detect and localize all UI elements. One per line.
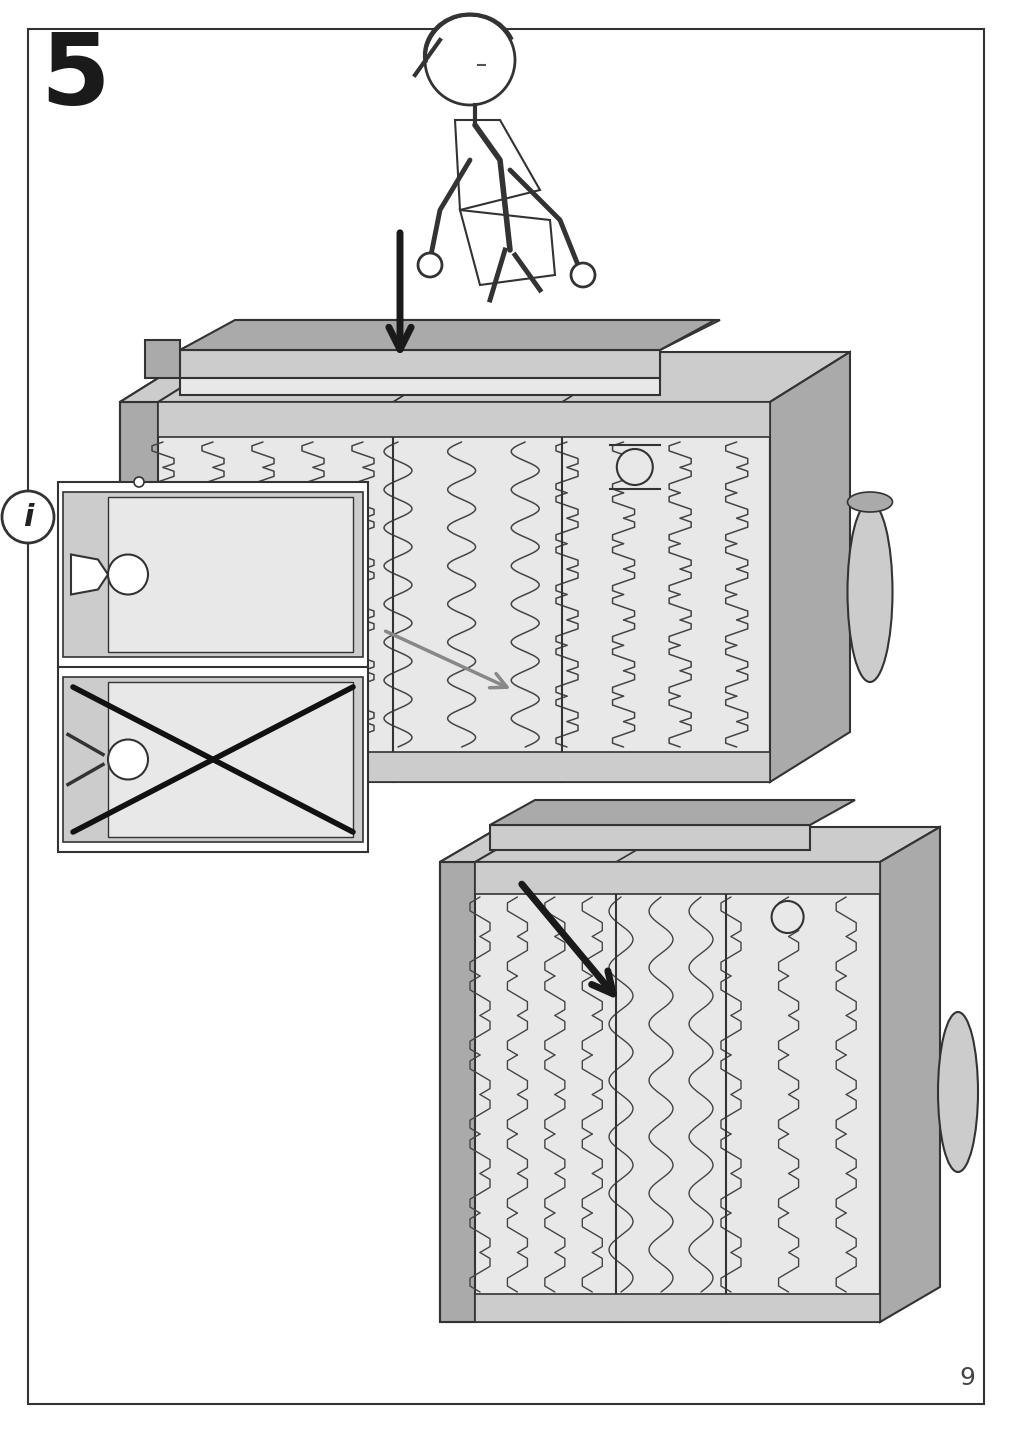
Polygon shape: [440, 862, 880, 1322]
Text: 5: 5: [40, 29, 110, 126]
Polygon shape: [158, 752, 769, 782]
Circle shape: [418, 253, 442, 276]
Circle shape: [770, 901, 803, 934]
Polygon shape: [440, 862, 474, 1322]
Polygon shape: [158, 402, 769, 437]
Polygon shape: [455, 120, 540, 211]
Polygon shape: [120, 352, 238, 402]
Circle shape: [616, 450, 652, 485]
Polygon shape: [880, 828, 939, 1322]
Polygon shape: [180, 349, 659, 395]
Text: 9: 9: [958, 1366, 974, 1390]
Circle shape: [108, 554, 148, 594]
Polygon shape: [71, 554, 108, 594]
Circle shape: [133, 697, 144, 707]
Bar: [63, 493, 363, 657]
Polygon shape: [145, 339, 180, 378]
Polygon shape: [769, 352, 849, 782]
Polygon shape: [120, 402, 769, 782]
Polygon shape: [120, 352, 849, 402]
Polygon shape: [180, 319, 715, 349]
Polygon shape: [474, 862, 880, 894]
Circle shape: [133, 477, 144, 487]
Circle shape: [425, 14, 515, 105]
Circle shape: [570, 263, 594, 286]
Polygon shape: [180, 319, 719, 349]
Polygon shape: [440, 828, 535, 862]
Polygon shape: [120, 402, 158, 782]
Ellipse shape: [846, 503, 892, 682]
Circle shape: [108, 739, 148, 779]
Polygon shape: [180, 349, 659, 378]
Bar: [108, 682, 353, 836]
Circle shape: [2, 491, 54, 543]
Bar: [108, 497, 353, 652]
Ellipse shape: [846, 493, 892, 513]
Ellipse shape: [937, 1012, 977, 1171]
Polygon shape: [489, 800, 854, 825]
Polygon shape: [460, 211, 554, 285]
Text: i: i: [22, 503, 33, 531]
Bar: [58, 483, 368, 852]
Polygon shape: [474, 1295, 880, 1322]
Polygon shape: [489, 825, 809, 851]
Polygon shape: [440, 828, 939, 862]
Circle shape: [133, 587, 144, 597]
Bar: [63, 677, 363, 842]
